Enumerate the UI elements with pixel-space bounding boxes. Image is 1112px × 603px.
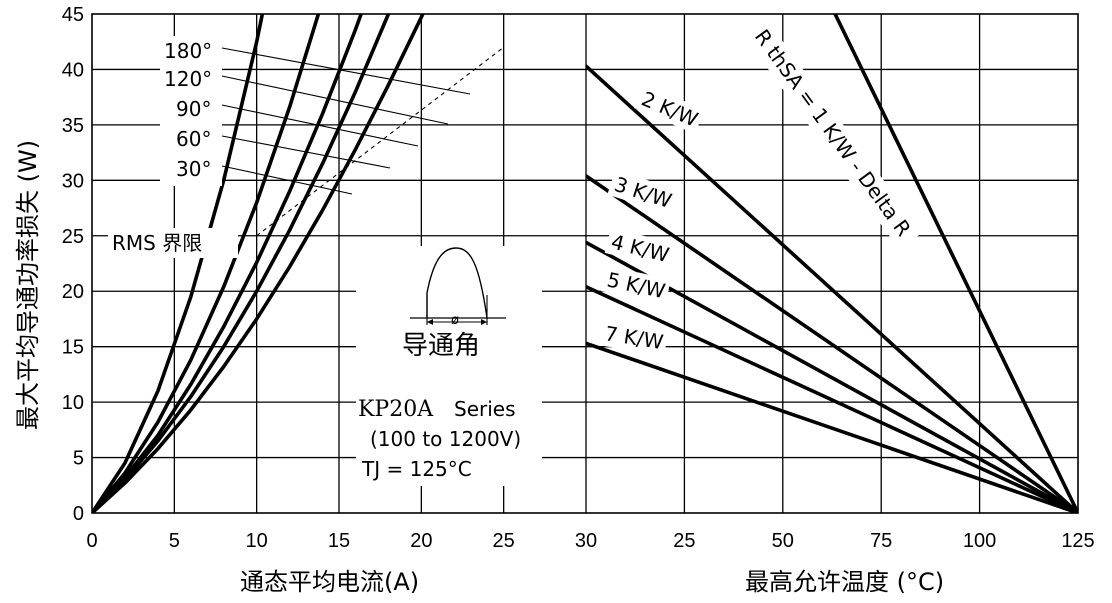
y-tick-label: 40 xyxy=(62,59,84,81)
junction-temp-label: TJ = 125°C xyxy=(361,457,472,481)
series-label-180: 180° xyxy=(164,39,212,63)
y-tick-label: 35 xyxy=(62,115,84,137)
curve-120deg xyxy=(92,14,391,513)
y-tick-label: 45 xyxy=(62,4,84,26)
device-series: Series xyxy=(454,397,516,421)
curve-90deg xyxy=(92,14,364,513)
rth-2kw-label: 2 K/W xyxy=(633,84,705,134)
rth-4kw-label: 4 K/W xyxy=(604,227,675,269)
y-tick-label: 0 xyxy=(73,503,84,525)
series-label-30: 30° xyxy=(176,157,211,181)
series-label-120: 120° xyxy=(164,67,212,91)
x-tick-label-left: 15 xyxy=(328,530,350,552)
x-axis-label-left: 通态平均电流(A) xyxy=(240,568,419,596)
tick-labels: 0 5 10 15 20 25 30 35 40 45 0 5 10 15 20 25 30 25 50 75 100 1… xyxy=(62,4,1095,552)
x-tick-label-left: 10 xyxy=(246,530,268,552)
line-RthSA xyxy=(833,14,1078,513)
y-tick-label: 5 xyxy=(73,448,84,470)
y-tick-label: 30 xyxy=(62,170,84,192)
voltage-range: (100 to 1200V) xyxy=(370,427,521,451)
series-label-60: 60° xyxy=(176,127,211,151)
y-tick-label: 10 xyxy=(62,392,84,414)
x-tick-label-left: 20 xyxy=(410,530,432,552)
x-tick-label-left: 30 xyxy=(575,530,597,552)
y-tick-label: 20 xyxy=(62,281,84,303)
x-tick-label-right: 100 xyxy=(963,530,996,552)
y-tick-label: 15 xyxy=(62,337,84,359)
device-name: KP20A xyxy=(358,397,434,422)
curve-60deg xyxy=(92,14,321,513)
y-tick-label: 25 xyxy=(62,226,84,248)
x-axis-label-right: 最高允许温度 (°C) xyxy=(745,568,944,596)
leader-180 xyxy=(221,47,471,95)
x-tick-label-right: 125 xyxy=(1061,530,1094,552)
conduction-angle-label: 导通角 xyxy=(402,331,480,361)
grid-lines xyxy=(92,14,1078,513)
rms-limit-line xyxy=(256,46,505,237)
leader-60 xyxy=(221,135,391,169)
curves xyxy=(92,14,1078,513)
line-2 xyxy=(586,64,1078,513)
line-7 xyxy=(586,341,1078,513)
x-tick-label-right: 50 xyxy=(772,530,794,552)
phi-symbol: ø xyxy=(451,313,459,328)
rth-3kw-label: 3 K/W xyxy=(607,169,679,215)
x-tick-label-left: 0 xyxy=(86,530,97,552)
leader-120 xyxy=(221,75,449,125)
leader-90 xyxy=(221,104,419,147)
series-label-90: 90° xyxy=(176,97,211,121)
conduction-angle-icon xyxy=(410,247,506,325)
line-5 xyxy=(586,285,1078,513)
y-axis-label: 最大平均导通功率损失 (W) xyxy=(14,140,42,430)
curve-30deg xyxy=(92,14,265,513)
curve-180deg xyxy=(92,14,425,513)
svg-text:3 K/W: 3 K/W xyxy=(611,172,674,213)
x-tick-label-left: 5 xyxy=(169,530,180,552)
x-tick-label-left: 25 xyxy=(493,530,515,552)
svg-text:7 K/W: 7 K/W xyxy=(603,321,665,354)
line-3 xyxy=(586,174,1078,513)
leader-30 xyxy=(221,165,353,195)
plot-frame xyxy=(91,13,1079,514)
rms-limit-label: RMS 界限 xyxy=(112,231,202,255)
x-tick-label-right: 25 xyxy=(673,530,695,552)
x-tick-label-right: 75 xyxy=(870,530,892,552)
